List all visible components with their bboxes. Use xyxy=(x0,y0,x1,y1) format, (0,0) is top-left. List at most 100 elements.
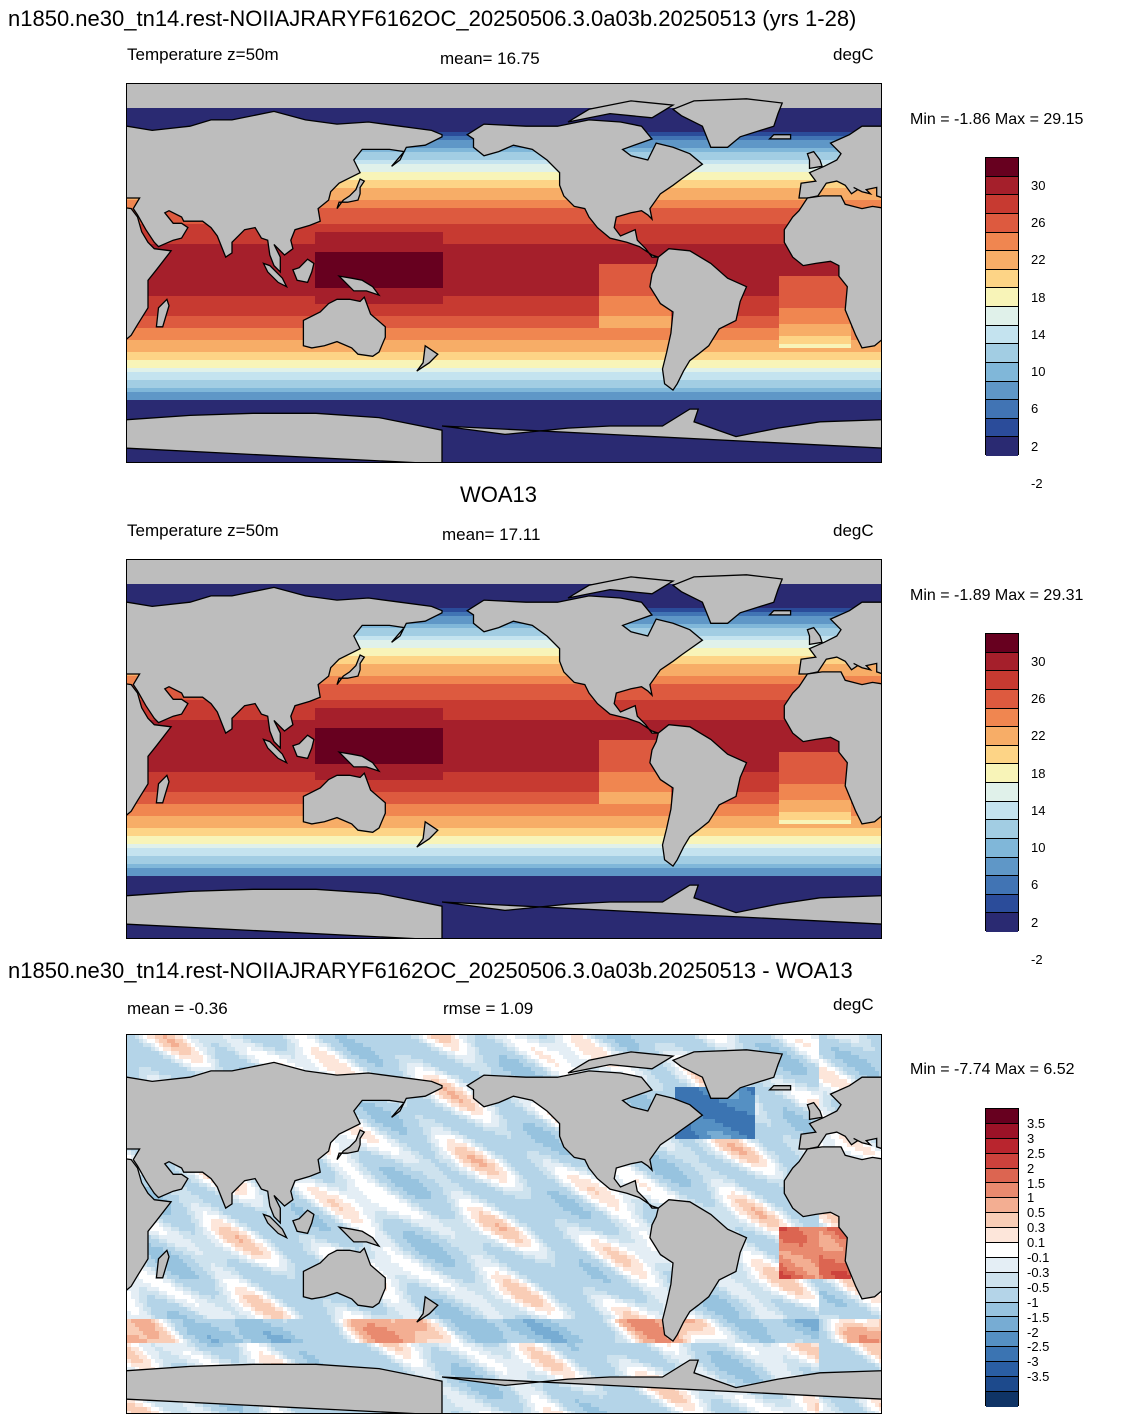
colorbar-swatch xyxy=(986,1183,1018,1199)
colorbar-swatch xyxy=(986,325,1018,345)
map-svg xyxy=(127,98,881,462)
colorbar-tick-label: 1 xyxy=(1027,1191,1034,1204)
colorbar-tick-label: -3 xyxy=(1027,1355,1039,1368)
landmass xyxy=(768,1085,792,1091)
landmass xyxy=(337,751,381,773)
colorbar-tick-label: 0.3 xyxy=(1027,1221,1045,1234)
landmass xyxy=(783,195,881,349)
colorbar-swatch xyxy=(986,745,1018,765)
colorbar-swatch xyxy=(986,251,1018,270)
colorbar-tick-label: -3.5 xyxy=(1027,1370,1049,1383)
landmass xyxy=(127,110,443,274)
colorbar-swatch xyxy=(986,876,1018,895)
landmass xyxy=(441,408,881,449)
colorbar-tick-label: 22 xyxy=(1031,253,1045,266)
colorbar-tick-label: 2 xyxy=(1031,916,1038,929)
panel-3-title: n1850.ne30_tn14.rest-NOIIAJRARYF6162OC_2… xyxy=(8,960,853,982)
panel-2-colorbar xyxy=(985,633,1019,932)
panel-1-units: degC xyxy=(833,46,874,63)
colorbar-tick-label: 14 xyxy=(1031,804,1045,817)
colorbar-swatch xyxy=(986,158,1018,177)
landmass xyxy=(649,1199,748,1343)
landmass xyxy=(649,724,748,868)
panel-1-mean: mean= 16.75 xyxy=(440,50,540,67)
landmass xyxy=(302,1247,386,1308)
landmass xyxy=(806,626,823,646)
colorbar-tick-label: 6 xyxy=(1031,402,1038,415)
landmass xyxy=(155,298,170,328)
landmass xyxy=(768,610,792,616)
colorbar-tick-label: -1.5 xyxy=(1027,1311,1049,1324)
colorbar-swatch xyxy=(986,1213,1018,1229)
landmass xyxy=(783,671,881,825)
colorbar-swatch xyxy=(986,288,1018,307)
colorbar-tick-label: 26 xyxy=(1031,692,1045,705)
landmass xyxy=(127,683,173,816)
landmass xyxy=(155,1249,170,1279)
panel-1-map xyxy=(126,83,882,463)
colorbar-swatch xyxy=(986,1347,1018,1363)
colorbar-tick-label: 0.5 xyxy=(1027,1206,1045,1219)
colorbar-tick-label: 18 xyxy=(1031,291,1045,304)
panel-2-field-label: Temperature z=50m xyxy=(127,522,279,539)
colorbar-swatch xyxy=(986,1362,1018,1378)
landmass xyxy=(155,774,170,804)
landmass xyxy=(416,344,439,372)
colorbar-swatch xyxy=(986,1243,1018,1258)
panel-3-mean: mean = -0.36 xyxy=(127,1000,228,1017)
panel-2-map xyxy=(126,559,882,939)
land-mask xyxy=(127,98,881,462)
colorbar-swatch xyxy=(986,269,1018,289)
landmass xyxy=(127,1363,443,1413)
landmass xyxy=(127,1158,173,1291)
landmass xyxy=(798,601,881,675)
landmass xyxy=(262,738,289,765)
colorbar-tick-label: -2 xyxy=(1027,1326,1039,1339)
landmass xyxy=(292,258,315,284)
colorbar-tick-label: 30 xyxy=(1031,655,1045,668)
landmass xyxy=(567,1051,676,1074)
landmass xyxy=(798,125,881,199)
landmass xyxy=(567,100,676,123)
colorbar-swatch xyxy=(986,1287,1018,1303)
landmass xyxy=(416,1295,439,1323)
colorbar-swatch xyxy=(986,1168,1018,1184)
landmass xyxy=(441,1359,881,1400)
panel-2-units: degC xyxy=(833,522,874,539)
landmass xyxy=(806,150,823,170)
colorbar-swatch xyxy=(986,381,1018,401)
panel-1-field-label: Temperature z=50m xyxy=(127,46,279,63)
colorbar-tick-label: -0.3 xyxy=(1027,1266,1049,1279)
colorbar-tick-label: 22 xyxy=(1031,729,1045,742)
colorbar-swatch xyxy=(986,764,1018,783)
map-svg xyxy=(127,1035,881,1413)
landmass xyxy=(127,1061,443,1225)
colorbar-swatch xyxy=(986,1302,1018,1318)
colorbar-tick-label: 10 xyxy=(1031,365,1045,378)
colorbar-swatch xyxy=(986,708,1018,728)
colorbar-swatch xyxy=(986,1109,1018,1124)
panel-1-title: n1850.ne30_tn14.rest-NOIIAJRARYF6162OC_2… xyxy=(8,8,856,30)
landmass xyxy=(302,296,386,357)
landmass xyxy=(466,1070,704,1209)
colorbar-tick-label: 3.5 xyxy=(1027,1117,1045,1130)
colorbar-swatch xyxy=(986,1332,1018,1348)
colorbar-tick-label: 2.5 xyxy=(1027,1147,1045,1160)
landmass xyxy=(337,1226,381,1248)
panel-3-colorbar xyxy=(985,1108,1019,1407)
map-svg xyxy=(127,574,881,938)
panel-3-map xyxy=(126,1034,882,1414)
colorbar-tick-label: 18 xyxy=(1031,767,1045,780)
landmass xyxy=(336,1129,366,1160)
colorbar-swatch xyxy=(986,195,1018,214)
landmass xyxy=(768,134,792,140)
landmass xyxy=(798,1076,881,1150)
colorbar-swatch xyxy=(986,1138,1018,1154)
landmass xyxy=(127,207,173,340)
landmass xyxy=(466,595,704,734)
panel-3-units: degC xyxy=(833,996,874,1013)
land-mask xyxy=(127,574,881,938)
colorbar-swatch xyxy=(986,1391,1018,1407)
colorbar-swatch xyxy=(986,894,1018,914)
panel-3-rmse: rmse = 1.09 xyxy=(443,1000,533,1017)
